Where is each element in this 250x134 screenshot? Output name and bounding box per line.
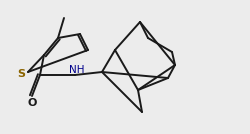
Text: O: O — [27, 98, 37, 108]
Text: NH: NH — [69, 65, 85, 75]
Text: S: S — [17, 69, 25, 79]
